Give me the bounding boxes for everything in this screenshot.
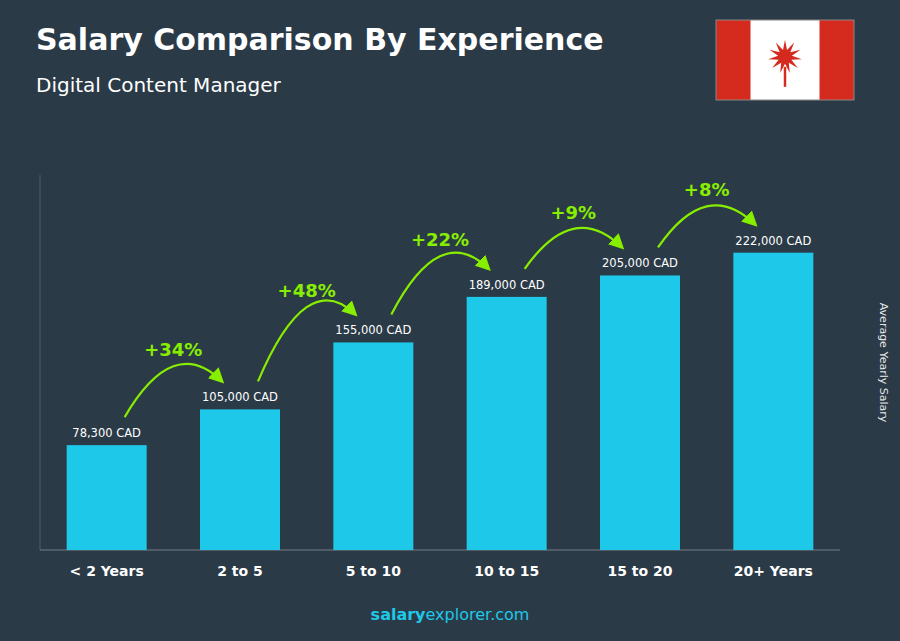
y-axis-label: Average Yearly Salary xyxy=(877,303,890,423)
data-label: 222,000 CAD xyxy=(735,234,811,248)
flag-stem xyxy=(784,67,787,87)
flag-band xyxy=(716,20,751,100)
data-label: 78,300 CAD xyxy=(72,426,141,440)
growth-arrow xyxy=(258,300,355,381)
growth-arrow xyxy=(125,364,222,417)
bar xyxy=(333,342,413,550)
chart-container: Salary Comparison By Experience Digital C… xyxy=(0,0,900,641)
x-tick-label: 2 to 5 xyxy=(217,563,263,579)
x-tick-label: 15 to 20 xyxy=(607,563,672,579)
data-label: 155,000 CAD xyxy=(335,323,411,337)
annotation: +22% xyxy=(411,229,469,250)
x-tick-label: 5 to 10 xyxy=(346,563,402,579)
subtitle: Digital Content Manager xyxy=(36,73,282,97)
data-label: 105,000 CAD xyxy=(202,390,278,404)
footer-bold: salary xyxy=(371,605,426,624)
growth-arrow xyxy=(525,228,622,269)
flag-band xyxy=(820,20,855,100)
annotation: +48% xyxy=(278,280,336,301)
annotations: +34% +48% +22% +9% +8% xyxy=(125,179,756,417)
x-tick-label: < 2 Years xyxy=(70,563,144,579)
flag-border xyxy=(716,20,854,100)
annotation: +34% xyxy=(144,339,202,360)
y-axis-line xyxy=(40,175,41,550)
x-tick-label: 10 to 15 xyxy=(474,563,539,579)
growth-arrow xyxy=(391,253,488,315)
annotation: +8% xyxy=(684,179,730,200)
flag-field xyxy=(716,20,854,100)
background xyxy=(0,0,900,641)
chart: Salary Comparison By Experience Digital C… xyxy=(0,0,900,641)
x-axis-line xyxy=(40,550,840,551)
x-tick-label: 20+ Years xyxy=(734,563,813,579)
bar xyxy=(200,409,280,550)
footer-normal: explorer.com xyxy=(426,605,530,624)
bar xyxy=(467,297,547,550)
bar xyxy=(67,445,147,550)
data-label: 205,000 CAD xyxy=(602,256,678,270)
flag xyxy=(716,20,854,100)
title: Salary Comparison By Experience xyxy=(36,22,604,57)
annotation: +9% xyxy=(551,202,597,223)
bar xyxy=(600,275,680,550)
data-label: 189,000 CAD xyxy=(469,278,545,292)
labels: < 2 Years 78,300 CAD 2 to 5 105,000 CAD 5 to… xyxy=(70,234,813,579)
bars xyxy=(67,253,814,550)
footer: salaryexplorer.com xyxy=(371,605,530,624)
bar xyxy=(733,253,813,550)
growth-arrow xyxy=(658,205,755,247)
